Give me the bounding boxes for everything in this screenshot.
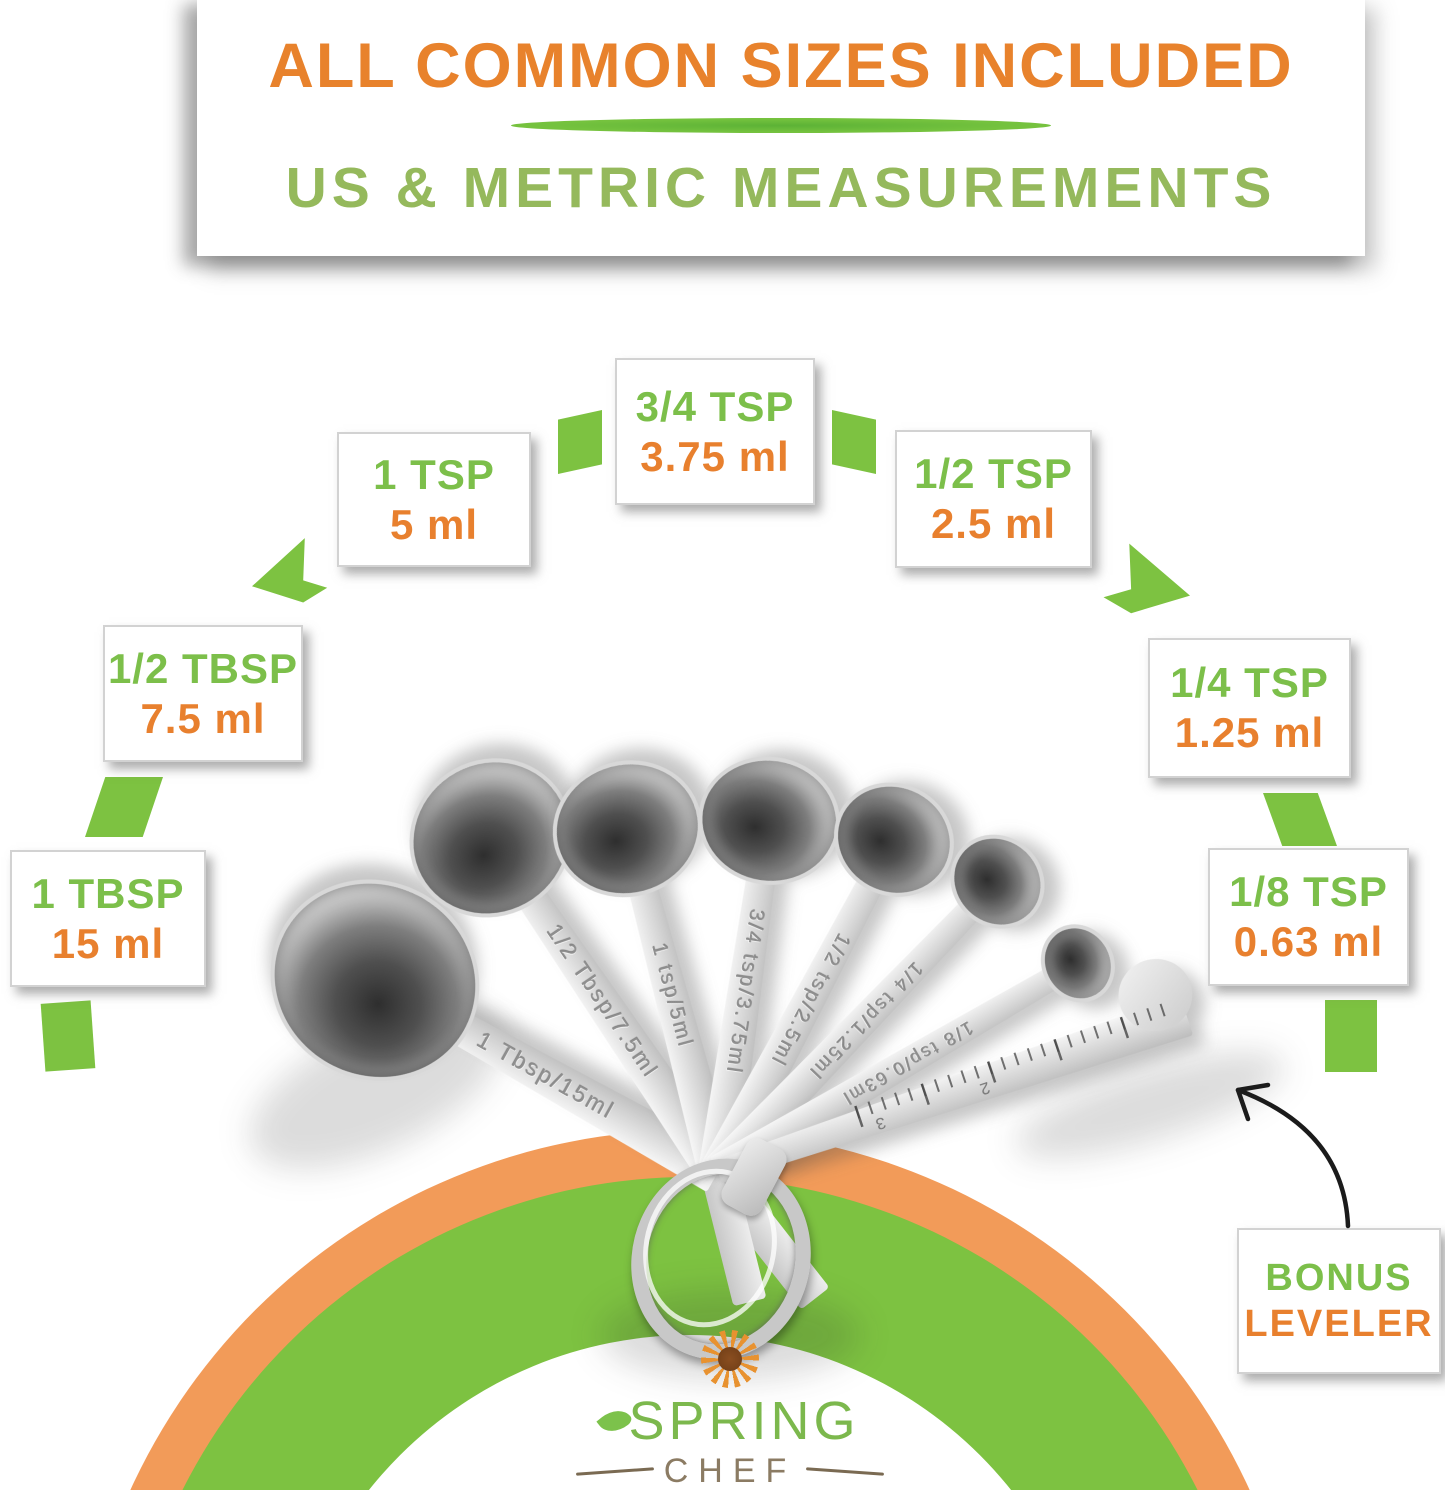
header-divider [511,117,1051,133]
header-title: ALL COMMON SIZES INCLUDED [268,30,1294,101]
green-connector [85,777,163,837]
metric-size: 15 ml [51,919,165,967]
spoon-engraving: 1 tsp/5ml [647,941,697,1052]
header-subtitle: US & METRIC MEASUREMENTS [285,155,1277,220]
metric-size: 3.75 ml [640,432,790,480]
us-size: 1 TBSP [31,869,185,917]
label-box-1-tbsp: 1 TBSP 15 ml [10,850,206,987]
metric-size: 1.25 ml [1174,709,1325,756]
label-box-quarter-tsp: 1/4 TSP 1.25 ml [1148,638,1351,778]
curved-arrow-icon [1235,1082,1351,1229]
sunflower-icon [701,1330,759,1388]
us-size: 1/2 TBSP [107,644,299,692]
us-size: 1/8 TSP [1229,868,1388,915]
label-box-half-tsp: 1/2 TSP 2.5 ml [895,430,1092,568]
us-size: 1/4 TSP [1170,659,1329,706]
metric-size: 2.5 ml [930,500,1057,547]
label-box-bonus-leveler: BONUS LEVELER [1237,1228,1441,1374]
green-connector [1325,1000,1377,1072]
spoon-engraving: 1 Tbsp/15ml [473,1026,621,1125]
metric-size: 0.63 ml [1233,918,1384,965]
brand-name: SPRING [628,1391,860,1451]
spoon-bowl [813,761,975,918]
green-connector [832,410,876,474]
green-arrow-left-icon [252,538,328,603]
label-box-three-quarter-tsp: 3/4 TSP 3.75 ml [615,358,815,505]
brand-subname: CHEF [663,1452,797,1490]
spoon-bowl [689,747,849,895]
green-connector [1263,793,1337,846]
logo-flourish-left [575,1467,654,1476]
us-size: 1 TSP [373,450,495,498]
green-connector [40,1000,96,1072]
sunflower-center [718,1347,742,1371]
bonus-line: BONUS [1265,1257,1413,1299]
us-size: 3/4 TSP [635,382,795,430]
green-connector [558,410,602,474]
label-box-1-tsp: 1 TSP 5 ml [337,432,531,567]
green-arrow-right-icon [1103,543,1190,614]
spoon-bowl [537,743,718,914]
label-box-half-tbsp: 1/2 TBSP 7.5 ml [103,625,303,762]
us-size: 1/2 TSP [914,450,1073,497]
header-card: ALL COMMON SIZES INCLUDED US & METRIC ME… [197,0,1365,256]
brand-logo: SPRING CHEF [575,1330,885,1490]
spoon-bowl [1026,910,1130,1017]
metric-size: 5 ml [389,500,479,548]
metric-size: 7.5 ml [140,694,266,742]
logo-flourish-right [806,1467,885,1476]
leveler-line: LEVELER [1244,1303,1434,1345]
label-box-eighth-tsp: 1/8 TSP 0.63 ml [1208,848,1409,986]
